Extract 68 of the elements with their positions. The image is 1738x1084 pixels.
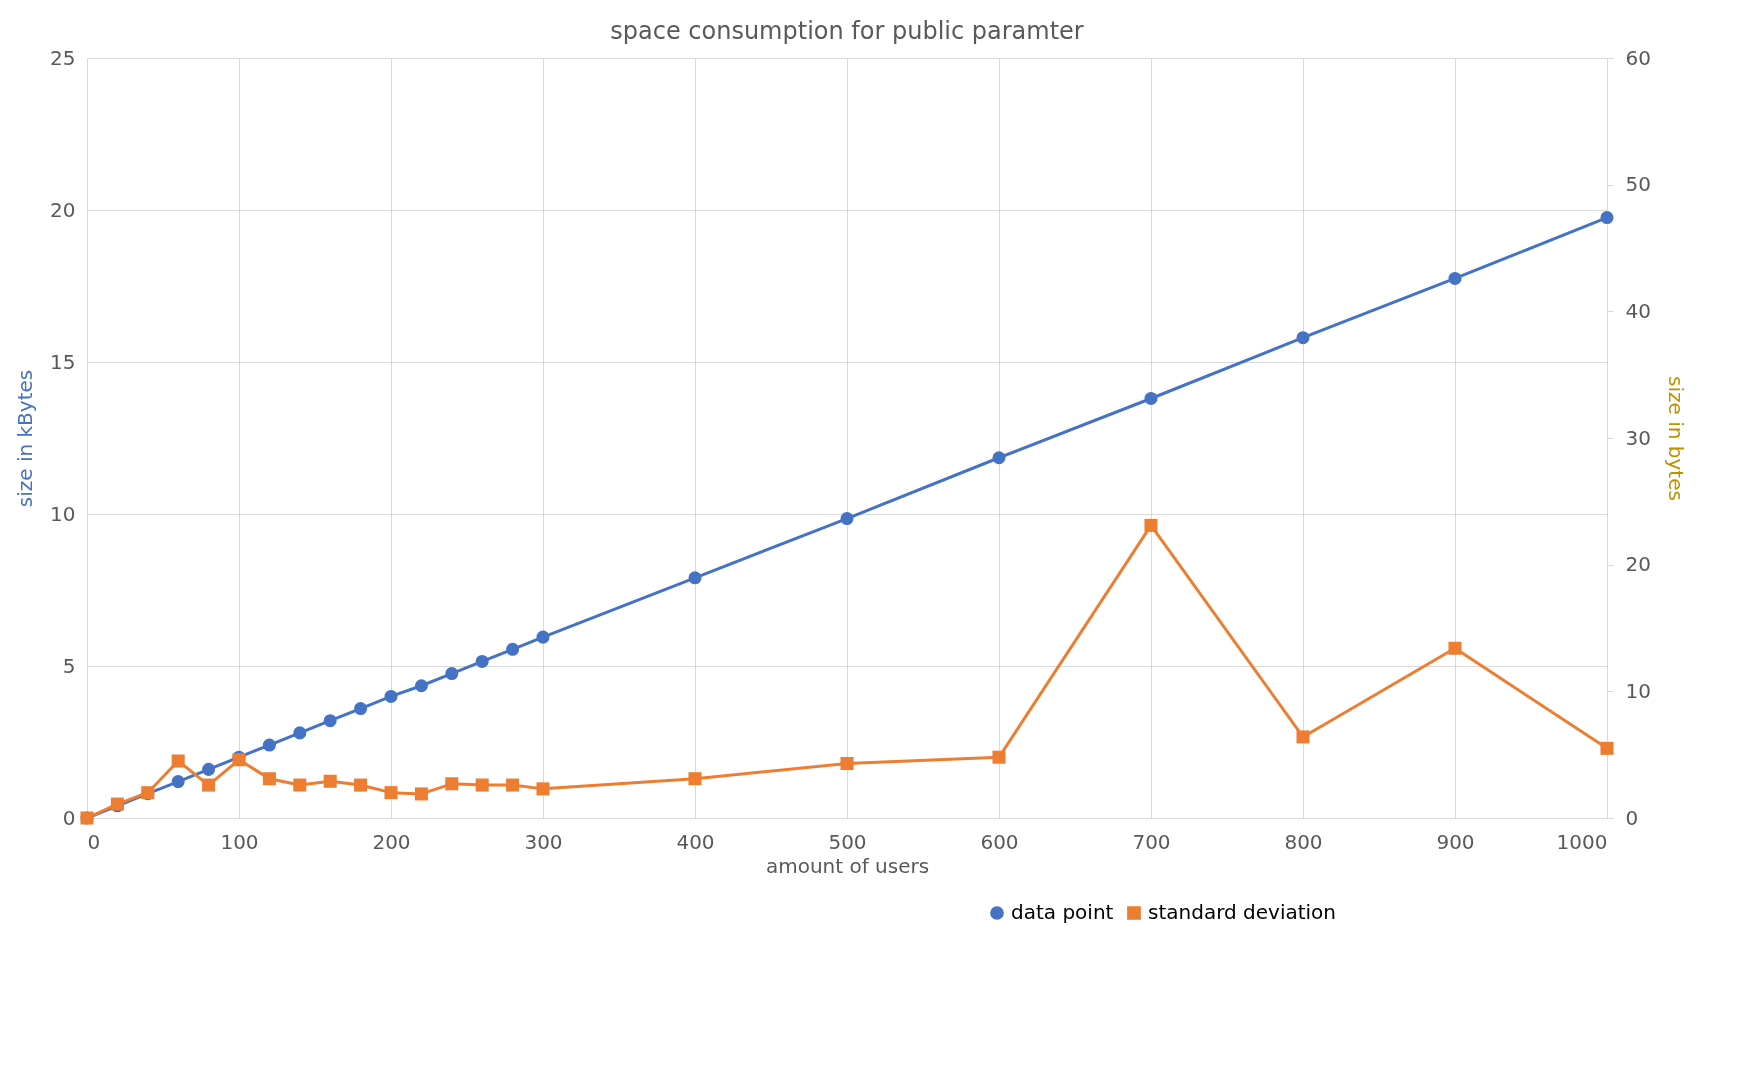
- point: [475, 654, 489, 668]
- point: [1144, 391, 1158, 405]
- point: [840, 757, 854, 771]
- point: [171, 754, 185, 768]
- x-tick-label: 500: [828, 829, 867, 854]
- y-tick-label: 5: [62, 653, 76, 678]
- point: [536, 782, 550, 796]
- point: [445, 667, 459, 681]
- point: [293, 778, 307, 792]
- y2-tick-label: 20: [1625, 552, 1651, 577]
- x-tick-label: 400: [676, 829, 715, 854]
- point: [202, 778, 216, 792]
- point: [1448, 641, 1462, 655]
- point: [445, 777, 459, 791]
- y-tick-label: 15: [50, 349, 76, 374]
- y2-tick-label: 0: [1625, 805, 1639, 830]
- point: [354, 778, 368, 792]
- point: [414, 679, 428, 693]
- point: [323, 774, 337, 788]
- x-axis-title: amount of users: [765, 853, 930, 878]
- point: [262, 772, 276, 786]
- point: [1296, 730, 1310, 744]
- y2-tick-label: 40: [1625, 298, 1651, 323]
- point: [414, 787, 428, 801]
- x-tick-label: 300: [524, 829, 563, 854]
- point: [262, 738, 276, 752]
- y2-tick-label: 50: [1625, 172, 1651, 197]
- point: [688, 772, 702, 786]
- point: [536, 630, 550, 644]
- point: [1600, 211, 1614, 225]
- point: [992, 750, 1006, 764]
- x-tick-label: 1000: [1556, 829, 1608, 854]
- x-tick-label: 0: [87, 829, 101, 854]
- point: [688, 571, 702, 585]
- point: [506, 778, 520, 792]
- point: [840, 512, 854, 526]
- point: [1144, 518, 1158, 532]
- point: [384, 689, 398, 703]
- point: [992, 451, 1006, 465]
- x-tick-label: 700: [1132, 829, 1171, 854]
- point: [171, 775, 185, 789]
- y2-axis-title: size in bytes: [1663, 376, 1688, 501]
- legend-label: data point: [1011, 900, 1114, 924]
- y-tick-label: 20: [50, 197, 76, 222]
- legend-label: standard deviation: [1148, 900, 1337, 924]
- point: [202, 762, 216, 776]
- point: [323, 714, 337, 728]
- y-axis-title: size in kBytes: [13, 369, 38, 508]
- y-tick-label: 25: [50, 45, 76, 70]
- x-tick-label: 100: [220, 829, 259, 854]
- x-tick-label: 800: [1284, 829, 1323, 854]
- point: [506, 642, 520, 656]
- y2-tick-label: 60: [1625, 45, 1651, 70]
- y-tick-label: 0: [62, 805, 76, 830]
- point: [1296, 331, 1310, 345]
- point: [354, 702, 368, 716]
- y-tick-label: 10: [50, 501, 76, 526]
- x-tick-label: 200: [372, 829, 411, 854]
- x-tick-label: 900: [1436, 829, 1475, 854]
- y2-tick-label: 30: [1625, 425, 1651, 450]
- chart-title: space consumption for public paramter: [610, 17, 1084, 45]
- point: [475, 778, 489, 792]
- point: [384, 786, 398, 800]
- point: [1600, 741, 1614, 755]
- y2-tick-label: 10: [1625, 678, 1651, 703]
- point: [1448, 271, 1462, 285]
- point: [293, 726, 307, 740]
- x-tick-label: 600: [980, 829, 1019, 854]
